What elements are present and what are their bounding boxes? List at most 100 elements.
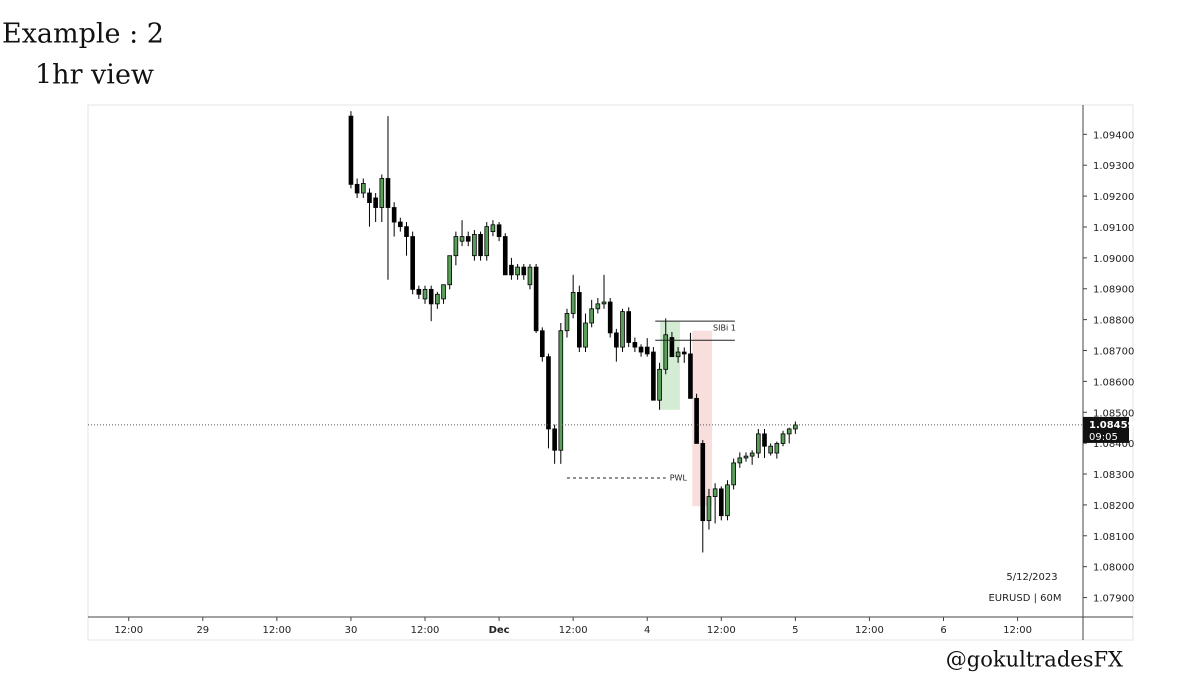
candle-body bbox=[546, 356, 551, 430]
candle-body bbox=[681, 351, 687, 355]
chart-panel bbox=[87, 104, 1134, 641]
candle-body bbox=[657, 368, 662, 401]
candle-body bbox=[391, 207, 397, 223]
candle-body bbox=[718, 488, 724, 517]
candle-body bbox=[626, 311, 632, 343]
last-price-tag bbox=[1083, 416, 1129, 443]
candle-body bbox=[564, 313, 570, 332]
candle-body bbox=[348, 115, 354, 185]
candle-body bbox=[558, 330, 564, 451]
y-tick-label: 1.08400 bbox=[1093, 439, 1134, 450]
candle-body bbox=[786, 428, 792, 435]
candle-body bbox=[373, 197, 378, 208]
candle-body bbox=[731, 462, 736, 486]
x-tick-label: Dec bbox=[489, 625, 510, 636]
candle-body bbox=[360, 183, 366, 194]
y-tick-label: 1.08100 bbox=[1093, 532, 1134, 543]
y-tick-label: 1.08200 bbox=[1093, 501, 1134, 512]
y-tick-label: 1.08800 bbox=[1093, 316, 1134, 327]
candle-body bbox=[465, 236, 471, 242]
annotation-label: PWL bbox=[670, 474, 688, 483]
candle-body bbox=[441, 284, 446, 300]
candle-body bbox=[651, 351, 656, 401]
candle-body bbox=[435, 293, 440, 305]
zone bbox=[660, 321, 680, 410]
chart-title: Example : 2 bbox=[2, 19, 164, 50]
candle-body bbox=[502, 236, 508, 276]
plot-area: 1.07900 1.08000 1.08100 1.08200 1.08300 1.084… bbox=[88, 111, 1135, 636]
candle-body bbox=[620, 311, 625, 348]
candle-body bbox=[515, 266, 520, 276]
countdown-label: 09:05 bbox=[1089, 432, 1118, 443]
x-tick-label: 12:00 bbox=[114, 625, 143, 636]
candle-body bbox=[756, 433, 761, 454]
candle-body bbox=[793, 424, 798, 430]
candle-body bbox=[422, 288, 428, 300]
candle-body bbox=[552, 428, 557, 451]
candle-body bbox=[712, 488, 718, 497]
candle-body bbox=[484, 226, 490, 257]
zone bbox=[692, 330, 713, 507]
candle-body bbox=[694, 397, 699, 444]
x-tick-label: 30 bbox=[345, 625, 358, 636]
candle-body bbox=[768, 445, 773, 454]
x-tick-label: 12:00 bbox=[262, 625, 291, 636]
candle-body bbox=[688, 353, 693, 399]
candle-body bbox=[478, 233, 483, 257]
y-tick-label: 1.08600 bbox=[1093, 377, 1134, 388]
y-tick-label: 1.08300 bbox=[1093, 470, 1134, 481]
y-tick-label: 1.08500 bbox=[1093, 408, 1134, 419]
candle-body bbox=[539, 330, 545, 358]
watermark: @gokultradesFX bbox=[946, 648, 1123, 672]
x-tick-label: 12:00 bbox=[559, 625, 588, 636]
candle-body bbox=[410, 236, 415, 290]
candle-body bbox=[669, 337, 675, 358]
y-tick-label: 1.08000 bbox=[1093, 563, 1134, 574]
candle-body bbox=[614, 332, 619, 348]
candle-body bbox=[737, 457, 743, 464]
candle-body bbox=[780, 433, 786, 444]
y-tick-label: 1.09100 bbox=[1093, 223, 1134, 234]
candle-body bbox=[472, 233, 477, 257]
candle-body bbox=[570, 292, 576, 314]
y-tick-label: 1.09200 bbox=[1093, 192, 1134, 203]
candle-body bbox=[589, 308, 594, 324]
annotation-label: SIBi 1 bbox=[713, 324, 736, 333]
candle-body bbox=[762, 433, 767, 447]
candle-body bbox=[706, 496, 712, 522]
candle-body bbox=[447, 255, 453, 286]
candle-body bbox=[663, 334, 669, 370]
candle-body bbox=[700, 443, 706, 522]
candle-body bbox=[583, 322, 588, 348]
candle-body bbox=[385, 178, 391, 208]
y-tick-label: 1.09400 bbox=[1093, 130, 1134, 141]
x-tick-label: 12:00 bbox=[1003, 625, 1032, 636]
candle-body bbox=[675, 351, 681, 358]
candle-body bbox=[595, 303, 601, 310]
y-tick-label: 1.09000 bbox=[1093, 254, 1134, 265]
candle-body bbox=[459, 236, 465, 242]
candle-body bbox=[725, 484, 730, 517]
candle-body bbox=[601, 301, 607, 305]
candle-body bbox=[521, 266, 527, 276]
x-tick-label: 4 bbox=[644, 625, 650, 636]
candle-body bbox=[638, 346, 644, 353]
last-price-label: 1.08459 bbox=[1089, 420, 1135, 431]
y-tick-label: 1.09300 bbox=[1093, 161, 1134, 172]
candle-body bbox=[379, 178, 385, 208]
x-tick-label: 12:00 bbox=[707, 625, 736, 636]
x-tick-label: 12:00 bbox=[411, 625, 440, 636]
candle-body bbox=[490, 224, 496, 233]
candle-body bbox=[533, 266, 539, 332]
date-label: 5/12/2023 bbox=[1006, 572, 1057, 583]
x-tick-label: 29 bbox=[196, 625, 209, 636]
candle-body bbox=[577, 292, 582, 348]
symbol-label: EURUSD | 60M bbox=[988, 593, 1061, 604]
candle-body bbox=[367, 192, 372, 203]
y-tick-label: 1.08900 bbox=[1093, 285, 1134, 296]
candle-body bbox=[509, 264, 514, 276]
x-tick-label: 6 bbox=[940, 625, 946, 636]
y-tick-label: 1.08700 bbox=[1093, 347, 1134, 358]
